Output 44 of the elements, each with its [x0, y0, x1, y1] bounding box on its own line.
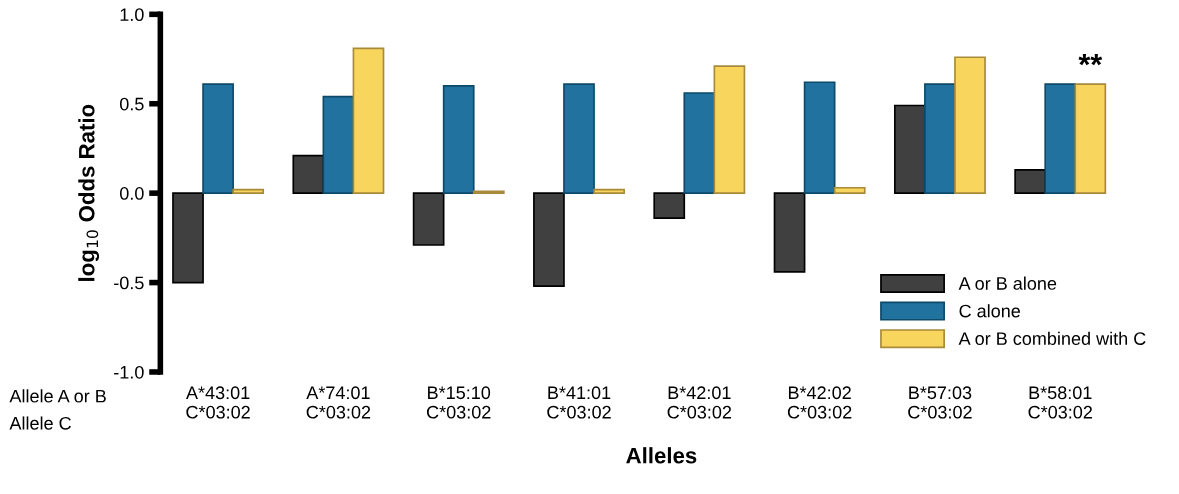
bar	[924, 83, 956, 194]
bar	[893, 104, 926, 194]
text: Allele A or B	[9, 389, 106, 403]
bar	[954, 56, 986, 194]
bar	[352, 47, 385, 194]
x-axis-title: Alleles	[626, 447, 697, 464]
y-tick-label: -1.0	[114, 365, 144, 379]
text: Allele C	[9, 416, 71, 430]
x-tick-label: B*58:01 C*03:02	[1028, 386, 1092, 419]
y-tick-label: 1.0	[120, 8, 144, 22]
bar	[773, 192, 806, 273]
x-tick-label: B*15:10 C*03:02	[427, 386, 491, 419]
bar	[442, 85, 475, 194]
bar	[653, 192, 686, 220]
x-tick-label: A*43:01 C*03:02	[186, 386, 250, 419]
bar	[713, 65, 746, 194]
bar	[1074, 83, 1107, 194]
bar	[292, 154, 325, 194]
y-axis-title: log$_{10}$ Odds Ratio	[78, 104, 100, 281]
x-tick-label: B*57:03 C*03:02	[908, 386, 972, 419]
x-tick-label: B*42:02 C*03:02	[787, 386, 852, 419]
x-tick-label: A*74:01 C*03:02	[306, 386, 371, 419]
bar	[563, 83, 595, 194]
y-tick-label: 0.5	[119, 97, 144, 111]
bar	[803, 81, 836, 194]
x-tick-label: B*41:01 C*03:02	[547, 386, 611, 419]
legend-label: A or B combined with C	[958, 331, 1146, 346]
bar	[322, 95, 355, 194]
bar	[1044, 83, 1077, 194]
legend-label: A or B alone	[958, 276, 1057, 290]
legend-label: C alone	[959, 304, 1021, 318]
bar	[202, 83, 234, 194]
annotation: **	[1078, 53, 1103, 66]
y-tick-label: 0.0	[119, 187, 144, 200]
bar	[172, 192, 204, 284]
x-tick-label: B*42:01 C*03:02	[667, 386, 732, 419]
bar	[412, 192, 445, 246]
y-tick-label: -0.5	[114, 276, 144, 290]
bar	[683, 92, 716, 194]
bar	[533, 192, 565, 287]
bar	[593, 188, 625, 194]
bar	[232, 188, 265, 194]
bar	[1014, 169, 1047, 194]
bar	[833, 186, 866, 194]
